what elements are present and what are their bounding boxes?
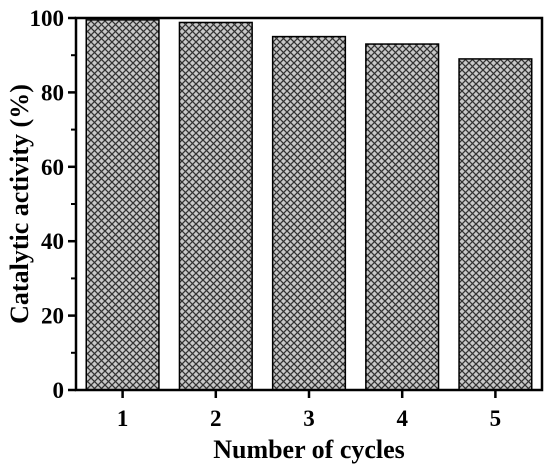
bar-cycle-2 [178, 21, 253, 391]
x-tick-label: 5 [490, 406, 502, 431]
y-axis-title: Catalytic activity (%) [5, 84, 34, 324]
x-tick-label: 4 [396, 406, 408, 431]
y-tick-label: 60 [41, 155, 64, 180]
bar-cycle-1 [85, 19, 160, 391]
bar-series [85, 19, 533, 391]
y-tick-label: 40 [41, 229, 64, 254]
x-tick-label: 1 [117, 406, 129, 431]
x-axis-title: Number of cycles [213, 435, 405, 464]
x-tick-label: 3 [303, 406, 315, 431]
bar-cycle-5 [458, 58, 533, 391]
y-axis-ticks: 0 20 40 60 80 100 [30, 6, 76, 403]
bar-cycle-4 [365, 43, 440, 391]
x-axis-ticks: 1 2 3 4 5 [117, 390, 501, 431]
y-tick-label: 80 [41, 80, 64, 105]
x-tick-label: 2 [210, 406, 222, 431]
y-tick-label: 0 [53, 378, 65, 403]
bar-cycle-3 [271, 35, 347, 391]
y-tick-label: 20 [41, 304, 64, 329]
y-tick-label: 100 [30, 6, 65, 31]
